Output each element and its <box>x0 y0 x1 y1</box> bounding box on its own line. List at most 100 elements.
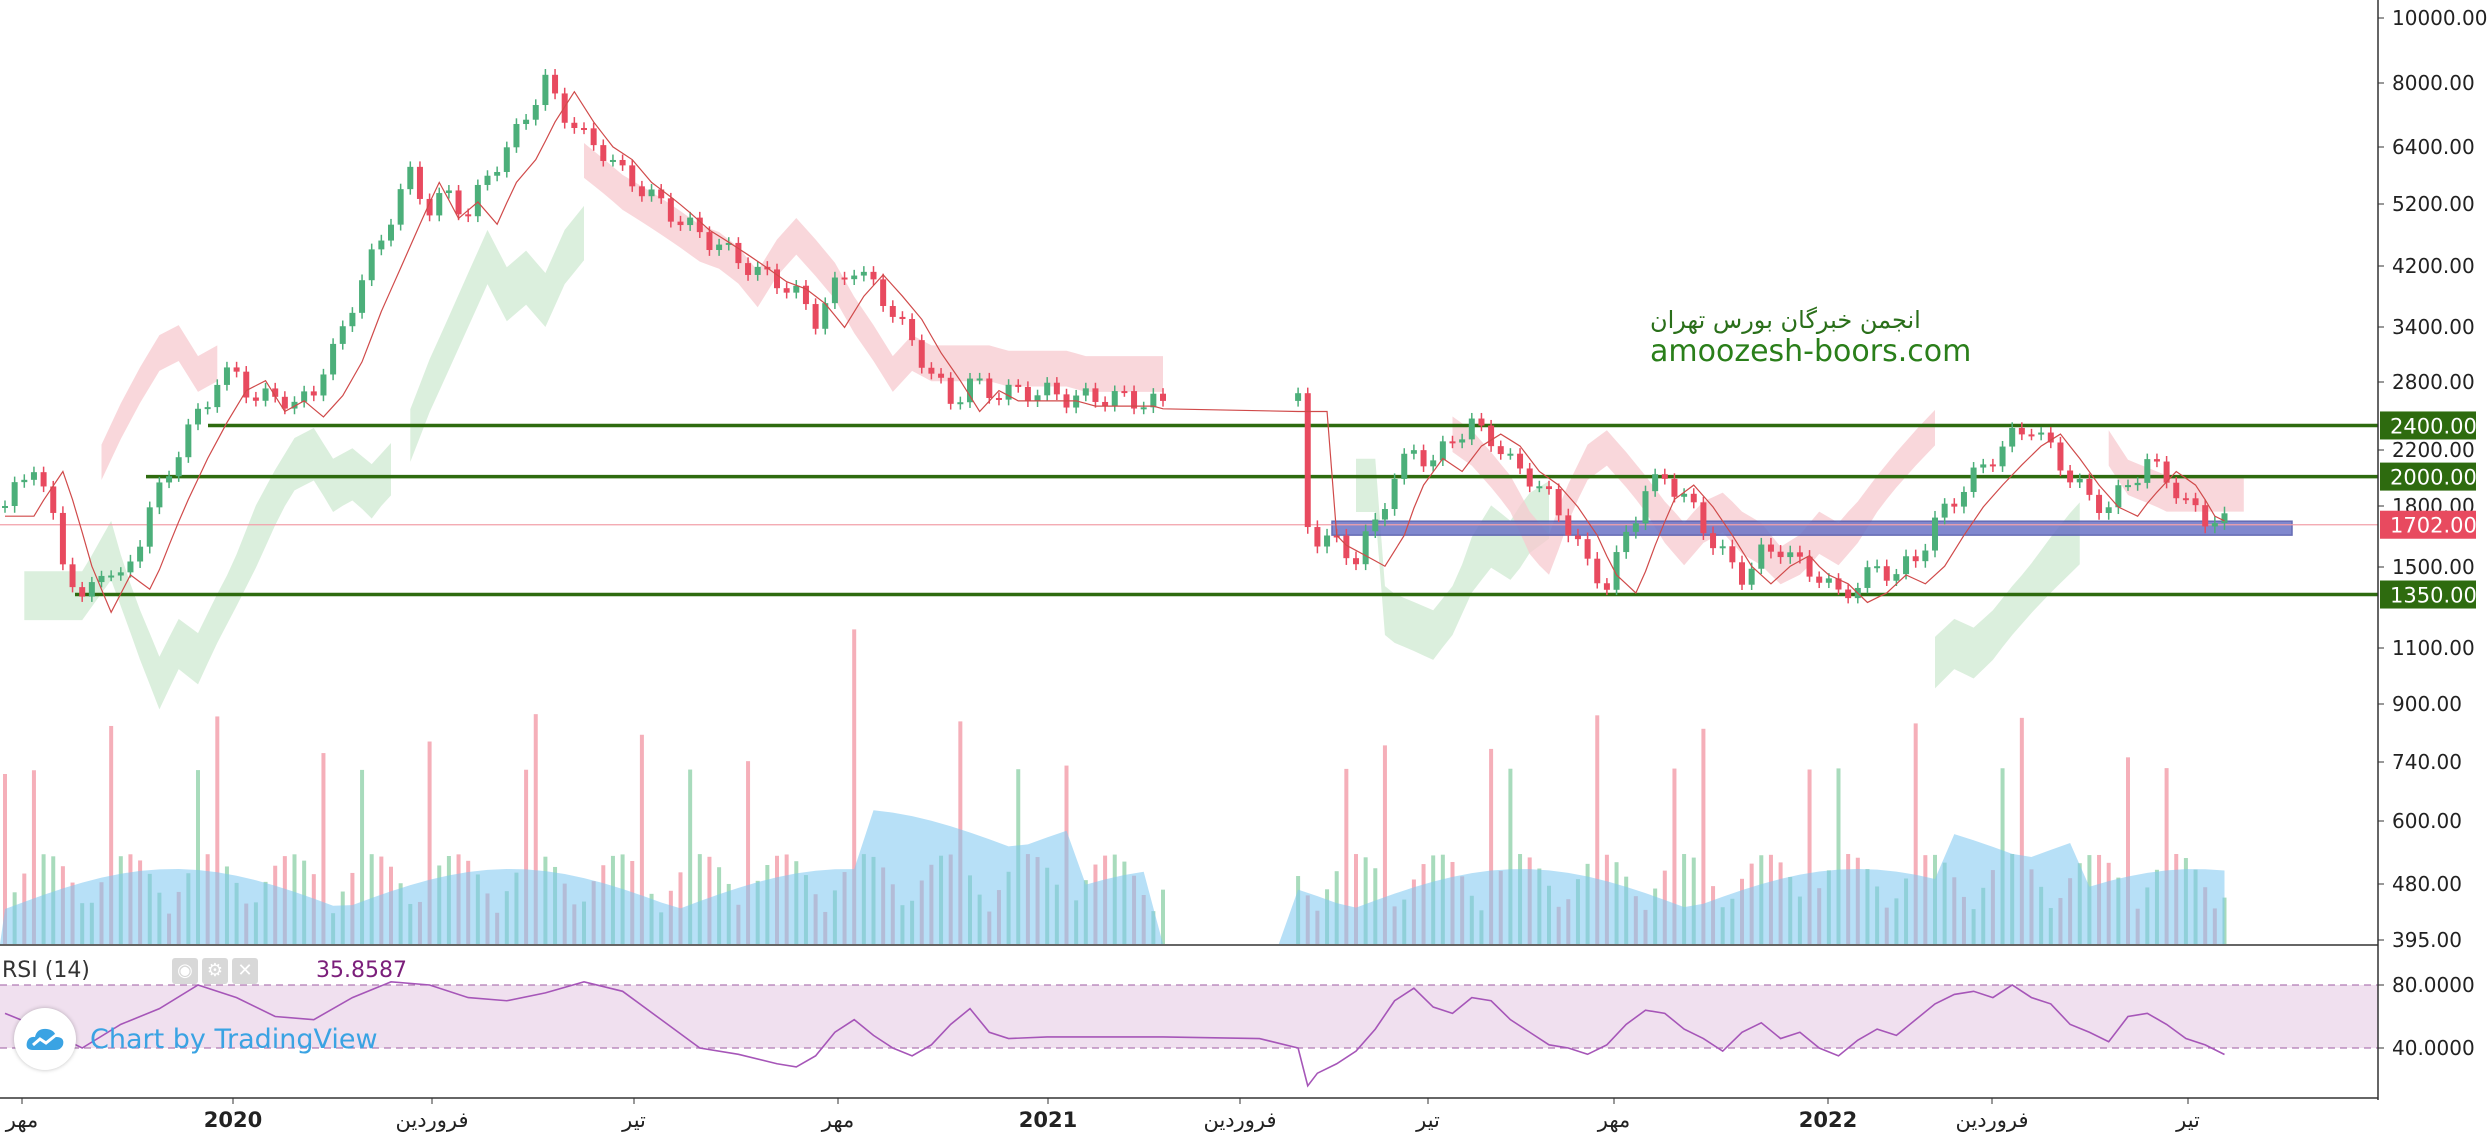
candle-body <box>590 128 597 146</box>
candle-body <box>2057 442 2064 471</box>
support-zone <box>1331 520 2293 536</box>
candle-body <box>1044 382 1051 396</box>
candle-body <box>137 546 144 562</box>
rsi-indicator-label[interactable]: RSI (14) <box>2 958 90 983</box>
candle-body <box>2 506 8 508</box>
price-tick-label: 5200.00 <box>2392 192 2475 216</box>
time-tick-label: مهر <box>5 1108 39 1132</box>
candle-body <box>330 343 337 375</box>
candle-body <box>1700 502 1707 534</box>
candle-body <box>1410 450 1417 454</box>
candle-body <box>445 190 452 194</box>
candle-body <box>619 159 626 166</box>
candle-body <box>735 242 742 264</box>
candle-body <box>1517 453 1524 469</box>
candle-body <box>1381 509 1388 520</box>
candle-body <box>1314 527 1321 547</box>
candle-body <box>2173 482 2180 499</box>
volume-bar <box>533 714 538 944</box>
candle-body <box>1439 441 1446 461</box>
cloud-logo-icon <box>14 1008 76 1070</box>
candle-body <box>1092 388 1099 402</box>
volume-bar <box>678 872 683 944</box>
candle-body <box>2192 498 2199 506</box>
candle-body <box>1960 491 1967 507</box>
candle-body <box>1748 568 1755 585</box>
candle-body <box>243 371 250 398</box>
rsi-toolbar: ◉ ⚙ ✕ <box>172 958 258 984</box>
candle-body <box>2221 513 2228 524</box>
rsi-pane <box>0 944 2378 1088</box>
candle-body <box>2096 494 2103 513</box>
candle-body <box>2018 427 2025 435</box>
time-tick-label: مهر <box>1597 1108 1631 1132</box>
candle-body <box>793 285 800 293</box>
candle-body <box>204 407 211 410</box>
candle-body <box>629 165 636 187</box>
candle-body <box>1449 441 1456 444</box>
candle-body <box>1719 546 1726 549</box>
candle-body <box>831 277 838 304</box>
volume-bar <box>1672 768 1677 944</box>
eye-icon[interactable]: ◉ <box>172 958 198 984</box>
last-price-badge <box>2380 510 2476 539</box>
cloud-band <box>1356 458 1549 660</box>
candle-body <box>1845 589 1852 599</box>
candle-body <box>21 479 28 483</box>
tradingview-badge[interactable]: Chart by TradingView <box>14 1008 378 1070</box>
cloud-band <box>1703 409 1935 585</box>
candle-body <box>1835 578 1842 590</box>
volume-bar <box>1161 889 1165 944</box>
price-tick-label: 2200.00 <box>2392 438 2475 462</box>
volume-bar <box>1701 728 1706 944</box>
rsi-tick-label: 80.0000 <box>2392 973 2475 997</box>
time-tick-label: مهر <box>821 1108 855 1132</box>
candle-body <box>1420 450 1427 467</box>
candle-body <box>2211 523 2218 527</box>
candle-body <box>1507 453 1514 456</box>
cloud-band <box>101 325 218 480</box>
price-tick-label: 740.00 <box>2392 750 2462 774</box>
level-badge <box>2380 462 2476 491</box>
volume-bar <box>1508 768 1513 944</box>
candle-body <box>2115 485 2122 508</box>
price-candles <box>2 69 2228 614</box>
price-tick-label: 2800.00 <box>2392 370 2475 394</box>
candle-body <box>1362 531 1369 565</box>
candle-body <box>2144 459 2151 483</box>
candle-body <box>571 122 578 129</box>
candle-body <box>388 224 394 241</box>
candle-body <box>1333 535 1340 538</box>
candle-body <box>2105 507 2112 513</box>
candle-body <box>349 312 356 327</box>
candle-body <box>523 119 530 125</box>
level-badge <box>2380 411 2476 440</box>
candle-body <box>706 232 713 251</box>
volume-ma-area <box>0 810 2225 944</box>
volume-bar <box>321 753 326 944</box>
candle-body <box>1951 503 1958 507</box>
time-tick-label: تیر <box>2175 1108 2200 1132</box>
time-tick-label: 2022 <box>1799 1108 1857 1132</box>
volume-bar <box>1913 723 1918 944</box>
candle-body <box>812 304 819 329</box>
candle-body <box>1401 453 1408 479</box>
time-tick-label: 2020 <box>204 1108 262 1132</box>
candle-body <box>1304 393 1311 528</box>
close-icon[interactable]: ✕ <box>232 958 258 984</box>
time-tick-label: فروردین <box>1203 1108 1276 1132</box>
candle-body <box>1536 486 1543 489</box>
price-tick-label: 600.00 <box>2392 809 2462 833</box>
horizontal-levels <box>0 423 2378 597</box>
candle-body <box>108 575 115 578</box>
candle-body <box>1555 489 1562 516</box>
candle-body <box>542 74 549 106</box>
candle-body <box>455 190 462 215</box>
gear-icon[interactable]: ⚙ <box>202 958 228 984</box>
candle-body <box>146 507 153 547</box>
candle-body <box>889 306 896 317</box>
candle-body <box>677 221 684 226</box>
candle-body <box>802 285 809 305</box>
time-axis: مهر 2020 فروردین تیر مهر 2021 فروردین تیر مهر 202… <box>0 1097 2378 1132</box>
